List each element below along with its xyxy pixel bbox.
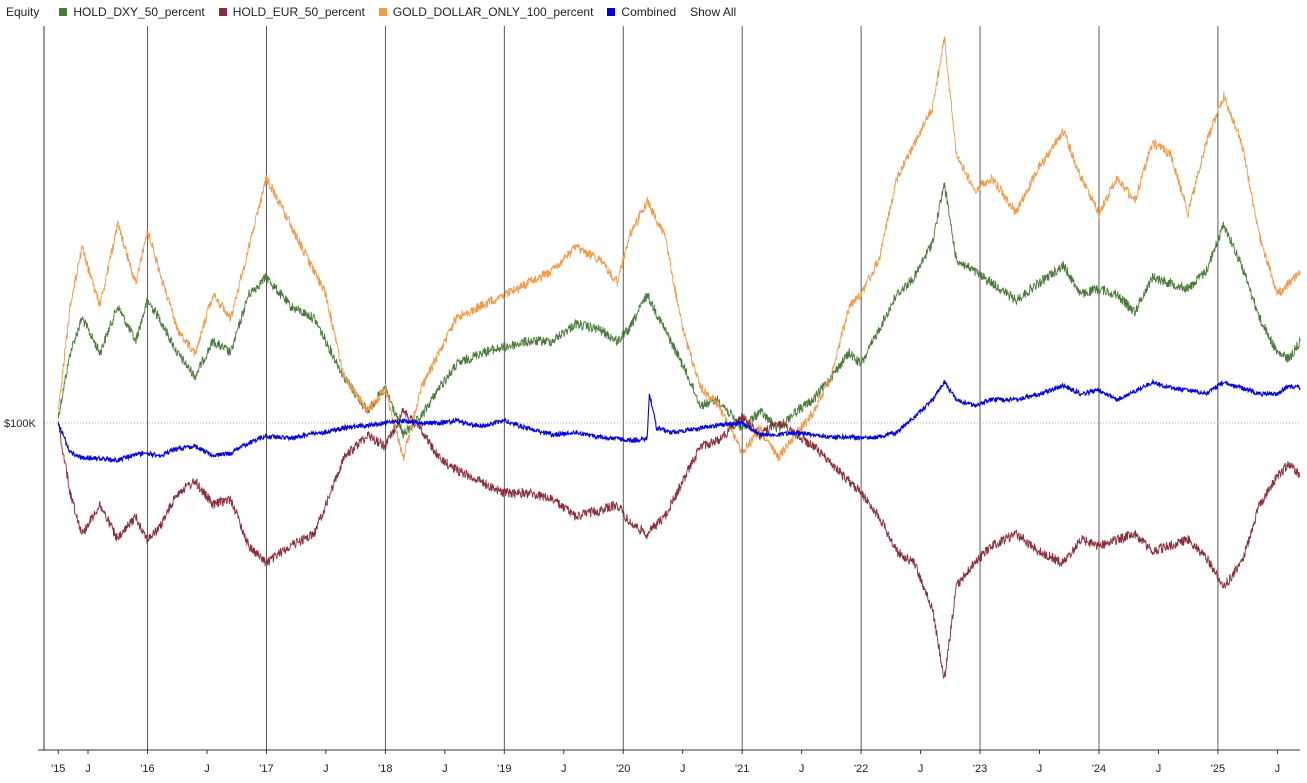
legend-label: Combined: [621, 5, 677, 19]
show-all-button[interactable]: Show All: [690, 5, 737, 19]
x-tick-label: '20: [616, 763, 630, 775]
legend-swatch-icon: [218, 8, 227, 16]
y-reference-label: $100K: [4, 418, 36, 430]
x-tick-label: J: [1156, 763, 1162, 775]
series-line-hold-dxy-50-percent: [57, 182, 1301, 439]
x-tick-label: '22: [854, 763, 868, 775]
x-tick-label: '18: [378, 763, 392, 775]
legend-item-hold-dxy[interactable]: HOLD_DXY_50_percent: [59, 5, 205, 19]
x-tick-label: J: [442, 763, 448, 775]
legend-label: HOLD_DXY_50_percent: [73, 5, 205, 19]
x-tick-label: '17: [259, 763, 273, 775]
series-line-hold-eur-50-percent: [57, 407, 1301, 680]
x-tick-label: J: [918, 763, 924, 775]
x-tick-label: '15: [51, 763, 65, 775]
x-tick-label: J: [1275, 763, 1281, 775]
legend-item-hold-eur[interactable]: HOLD_EUR_50_percent: [218, 5, 365, 19]
x-tick-label: '23: [973, 763, 987, 775]
legend-label: GOLD_DOLLAR_ONLY_100_percent: [392, 5, 594, 19]
x-tick-label: '25: [1211, 763, 1225, 775]
x-tick-label: '19: [497, 763, 511, 775]
x-tick-label: J: [1037, 763, 1043, 775]
x-tick-label: '24: [1092, 763, 1106, 775]
legend-swatch-icon: [59, 8, 68, 16]
legend-label: HOLD_EUR_50_percent: [232, 5, 365, 19]
series-line-combined: [57, 378, 1301, 464]
axis-layer: [38, 26, 1300, 754]
x-tick-label: J: [680, 763, 686, 775]
x-tick-label: J: [799, 763, 805, 775]
x-tick-label: '16: [140, 763, 154, 775]
legend-swatch-icon: [607, 8, 616, 16]
legend-item-combined[interactable]: Combined: [607, 5, 676, 19]
label-layer: '15 J '16 J '17 J '18 J '19 J '20 J '21 J '22 J '23 J '24 J…: [4, 418, 1280, 775]
series-line-gold-dollar-only-100-percent: [57, 36, 1301, 462]
x-tick-label: J: [85, 763, 91, 775]
x-tick-label: J: [204, 763, 210, 775]
legend-item-gold-dollar[interactable]: GOLD_DOLLAR_ONLY_100_percent: [378, 5, 594, 19]
chart-legend: Equity HOLD_DXY_50_percent HOLD_EUR_50_p…: [0, 0, 1307, 24]
x-tick-label: J: [561, 763, 567, 775]
grid-layer: [44, 26, 1300, 750]
x-tick-label: J: [323, 763, 329, 775]
x-tick-label: '21: [735, 763, 749, 775]
legend-swatch-icon: [378, 8, 387, 16]
legend-title: Equity: [6, 5, 40, 19]
series-layer: [57, 36, 1301, 680]
